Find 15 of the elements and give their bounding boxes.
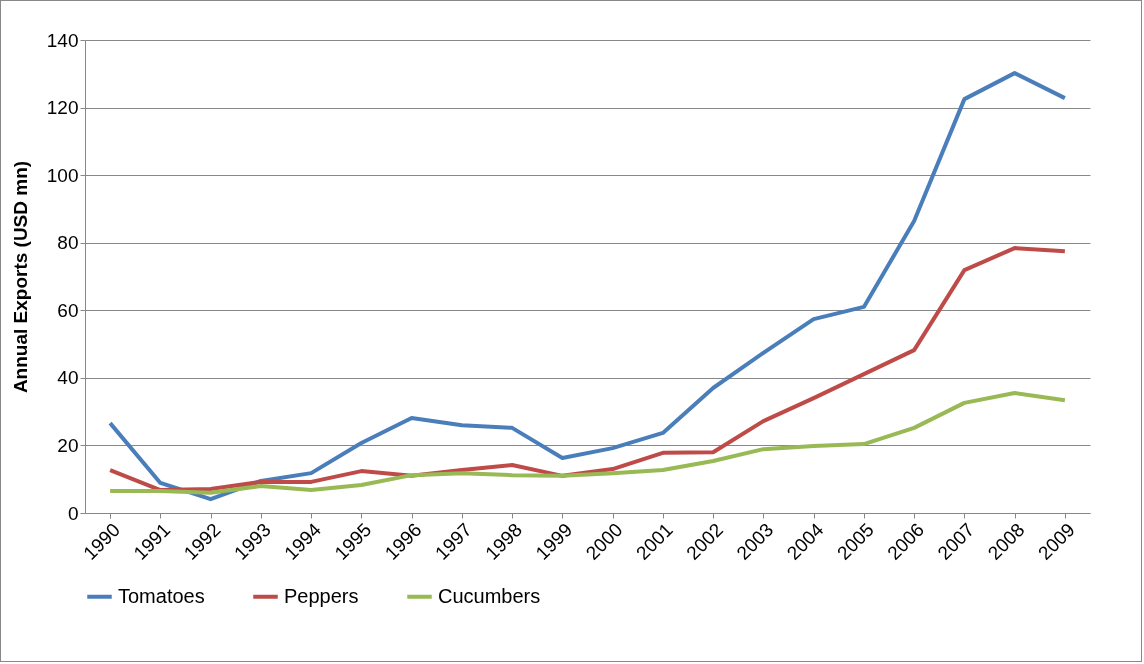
legend-label: Cucumbers bbox=[438, 584, 541, 607]
y-tick-label: 100 bbox=[46, 164, 79, 186]
y-tick-label: 60 bbox=[57, 299, 79, 321]
y-tick-label: 140 bbox=[46, 29, 79, 51]
legend-label: Peppers bbox=[284, 584, 359, 607]
y-axis-title: Annual Exports (USD mn) bbox=[9, 160, 31, 394]
line-series bbox=[108, 246, 1067, 493]
y-tick-label: 0 bbox=[67, 502, 79, 524]
y-tick-label: 20 bbox=[57, 434, 79, 456]
y-tick-label: 120 bbox=[46, 97, 79, 119]
y-tick-label: 80 bbox=[57, 232, 79, 254]
line-series bbox=[108, 391, 1067, 495]
y-tick-label: 40 bbox=[57, 367, 79, 389]
legend-label: Tomatoes bbox=[118, 584, 205, 607]
line-series bbox=[108, 71, 1067, 502]
